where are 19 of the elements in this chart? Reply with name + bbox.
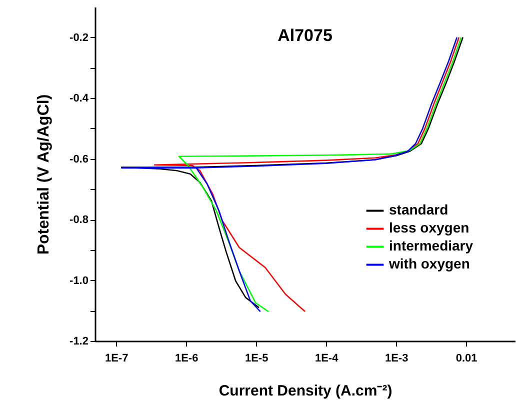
y-tick-label: -0.4: [70, 92, 90, 105]
y-tick-label: -1.0: [70, 274, 88, 287]
x-tick-label: 1E-7: [104, 352, 128, 364]
x-axis-title: Current Density (A.cm⁻²): [218, 382, 392, 400]
y-tick-label: -0.8: [70, 214, 88, 226]
y-tick-label: -0.6: [70, 153, 88, 166]
x-tick-label: 0.01: [456, 352, 478, 364]
x-tick-label: 1E-4: [314, 352, 340, 364]
legend-label: intermediary: [389, 238, 474, 254]
text: Al7075: [278, 26, 332, 45]
legend-label: less oxygen: [389, 220, 470, 236]
x-tick-label: 1E-3: [384, 352, 408, 364]
y-tick-label: -0.2: [70, 32, 88, 44]
y-axis-title: Potential (V Ag/AgCl): [36, 94, 53, 255]
x-tick-label: 1E-5: [244, 352, 268, 364]
y-tick-label: -1.2: [70, 336, 88, 348]
legend-label: standard: [389, 202, 448, 218]
legend-label: with oxygen: [388, 256, 470, 272]
x-tick-label: 1E-6: [174, 352, 198, 364]
